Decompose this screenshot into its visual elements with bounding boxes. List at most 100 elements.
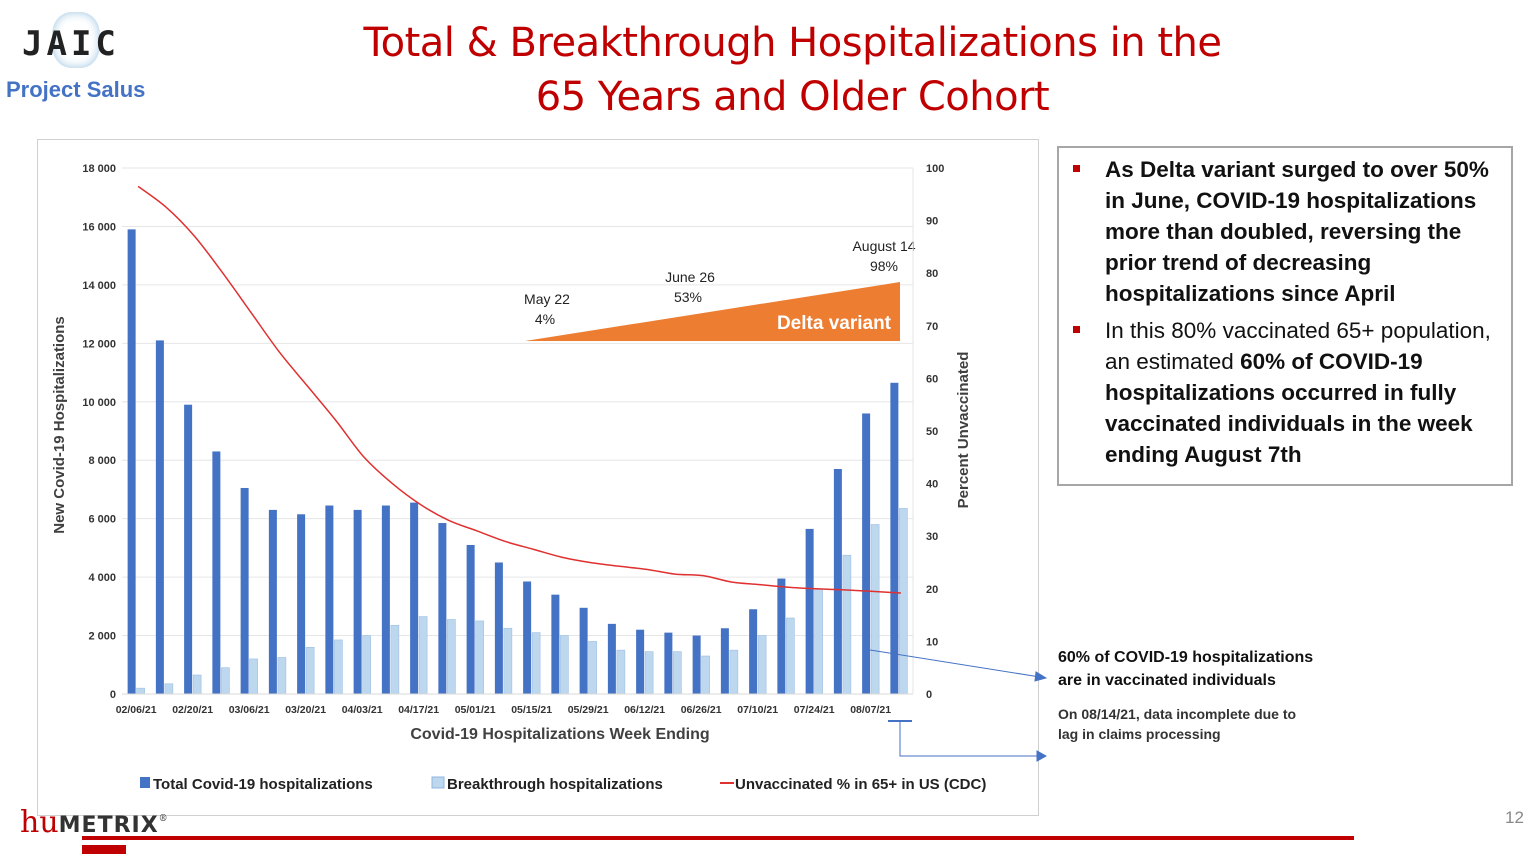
bar-total — [862, 413, 871, 694]
bar-total — [381, 505, 390, 694]
bar-total — [325, 505, 334, 694]
bar-breakthrough — [390, 625, 400, 695]
bar-total — [636, 629, 645, 694]
y-tick-label: 6 000 — [88, 514, 116, 526]
bar-total — [833, 468, 842, 694]
x-tick-label: 07/10/21 — [737, 704, 778, 716]
x-tick-label: 06/12/21 — [624, 704, 665, 716]
bar-breakthrough — [729, 649, 739, 695]
bar-breakthrough — [192, 674, 202, 695]
bar-total — [240, 487, 249, 694]
delta-variant-wedge — [525, 282, 900, 341]
y2-tick-label: 40 — [926, 479, 938, 491]
bar-breakthrough — [701, 655, 710, 695]
bar-total — [890, 382, 899, 694]
bar-total — [494, 562, 503, 694]
x-tick-label: 03/06/21 — [229, 704, 270, 716]
y-tick-label: 10 000 — [82, 397, 116, 409]
delta-variant-label: Delta variant — [777, 313, 892, 334]
bar-breakthrough — [136, 687, 145, 695]
bar-total — [155, 340, 164, 694]
y2-tick-label: 30 — [926, 531, 938, 543]
y-axis-title: New Covid-19 Hospitalizations — [51, 316, 68, 534]
x-tick-label: 02/20/21 — [172, 704, 213, 716]
y-tick-label: 4 000 — [88, 572, 116, 584]
bar-total — [805, 528, 814, 694]
bar-breakthrough — [870, 524, 880, 695]
summary-bullet-2-emphasis: 60% of COVID-19 hospitalizations occurre… — [1105, 349, 1473, 467]
bar-breakthrough — [786, 617, 795, 695]
footer-rule — [82, 836, 1354, 840]
bar-total — [579, 607, 588, 694]
summary-bullet-2: In this 80% vaccinated 65+ population, a… — [1105, 315, 1503, 470]
bar-total — [551, 594, 560, 694]
bullet-icon — [1073, 165, 1080, 172]
x-tick-label: 04/17/21 — [398, 704, 439, 716]
vaccinated-arrow — [869, 649, 1041, 678]
summary-bullet-1: As Delta variant surged to over 50% in J… — [1105, 157, 1489, 306]
y-tick-label: 16 000 — [82, 221, 116, 233]
y-tick-label: 8 000 — [88, 455, 116, 467]
y2-axis-title: Percent Unvaccinated — [955, 352, 972, 509]
vaccinated-note: 60% of COVID-19 hospitalizations are in … — [1058, 649, 1314, 689]
bar-total — [466, 544, 475, 694]
legend-label-breakthrough: Breakthrough hospitalizations — [447, 776, 663, 793]
bar-breakthrough — [644, 651, 654, 695]
x-tick-label: 02/06/21 — [116, 704, 157, 716]
bar-breakthrough — [334, 639, 343, 695]
x-tick-label: 03/20/21 — [285, 704, 326, 716]
bullet-icon — [1073, 326, 1080, 333]
bar-breakthrough — [164, 683, 174, 695]
y-tick-label: 18 000 — [82, 163, 116, 175]
bar-breakthrough — [757, 635, 767, 695]
delta-date-label: May 22 — [524, 291, 570, 307]
legend-label-total: Total Covid-19 hospitalizations — [153, 776, 373, 793]
bar-breakthrough — [503, 627, 513, 695]
bar-breakthrough — [362, 635, 371, 695]
bar-breakthrough — [616, 649, 626, 695]
y2-tick-label: 20 — [926, 584, 938, 596]
unvaccinated-line — [137, 185, 901, 594]
humetrix-logo: huMETRIX® — [20, 805, 168, 840]
legend-swatch-total — [140, 777, 150, 788]
y2-tick-label: 0 — [926, 689, 932, 701]
bar-total — [268, 509, 277, 694]
bar-breakthrough — [673, 651, 682, 695]
bar-total — [607, 623, 616, 694]
x-tick-label: 08/07/21 — [850, 704, 891, 716]
chart-frame — [37, 139, 1039, 816]
bar-total — [212, 451, 221, 694]
x-tick-label: 05/15/21 — [511, 704, 552, 716]
bar-breakthrough — [418, 616, 428, 695]
summary-box: As Delta variant surged to over 50% in J… — [1057, 146, 1513, 486]
y2-tick-label: 50 — [926, 426, 938, 438]
x-tick-label: 05/01/21 — [455, 704, 496, 716]
bar-breakthrough — [814, 588, 823, 695]
incomplete-arrow — [899, 721, 1040, 757]
bar-total — [184, 404, 193, 694]
bar-breakthrough — [531, 632, 541, 695]
bar-total — [523, 581, 532, 694]
y2-tick-label: 60 — [926, 373, 938, 385]
x-axis-title: Covid-19 Hospitalizations Week Ending — [410, 726, 709, 743]
y-tick-label: 2 000 — [88, 631, 116, 643]
vaccinated-arrowhead — [1034, 671, 1048, 682]
delta-date-label: August 14 — [852, 238, 915, 254]
bar-total — [127, 229, 136, 694]
y2-tick-label: 70 — [926, 321, 938, 333]
bar-breakthrough — [475, 620, 484, 695]
bar-breakthrough — [588, 641, 597, 695]
bar-total — [410, 502, 419, 694]
summary-bullet-2-text: In this 80% vaccinated 65+ population, a… — [1105, 318, 1491, 374]
y-tick-label: 0 — [110, 689, 116, 701]
bar-total — [692, 635, 701, 694]
title-line-1: Total & Breakthrough Hospitalizations in… — [363, 20, 1222, 66]
bar-total — [438, 523, 447, 694]
bar-breakthrough — [221, 667, 230, 695]
bar-breakthrough — [305, 646, 315, 695]
bar-total — [749, 609, 758, 694]
x-tick-label: 07/24/21 — [794, 704, 835, 716]
bar-breakthrough — [560, 635, 569, 695]
bar-total — [664, 632, 673, 694]
